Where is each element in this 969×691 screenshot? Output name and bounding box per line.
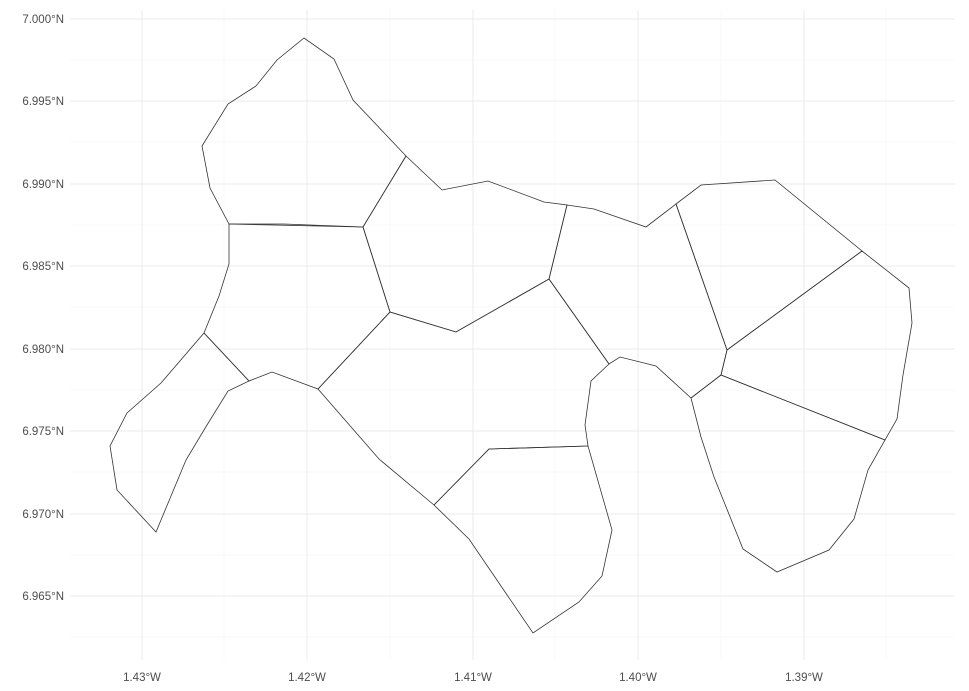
y-tick-label: 7.000°N — [22, 14, 64, 26]
y-tick-label: 6.970°N — [22, 509, 64, 521]
x-tick-label: 1.41°W — [454, 672, 492, 684]
x-tick-label: 1.40°W — [619, 672, 657, 684]
y-tick-label: 6.980°N — [22, 344, 64, 356]
polygon-cell — [201, 37, 407, 228]
polygon-cell — [203, 223, 391, 390]
x-tick-label: 1.39°W — [785, 672, 823, 684]
polygon-layer — [109, 37, 913, 634]
y-tick-label: 6.975°N — [22, 426, 64, 438]
y-tick-label: 6.990°N — [22, 179, 64, 191]
y-axis: 7.000°N 6.995°N 6.990°N 6.985°N 6.980°N … — [22, 14, 64, 603]
polygon-cell — [362, 155, 568, 333]
y-tick-label: 6.995°N — [22, 96, 64, 108]
polygon-cell — [433, 445, 613, 634]
polygon-cell — [690, 374, 886, 573]
x-tick-label: 1.43°W — [123, 672, 161, 684]
graticule — [70, 10, 955, 660]
polygon-cell — [720, 250, 913, 441]
polygon-cell — [675, 179, 863, 351]
y-tick-label: 6.985°N — [22, 261, 64, 273]
x-axis: 1.43°W 1.42°W 1.41°W 1.40°W 1.39°W — [123, 672, 823, 684]
y-tick-label: 6.965°N — [22, 591, 64, 603]
x-tick-label: 1.42°W — [288, 672, 326, 684]
polygon-cell — [109, 332, 250, 533]
polygon-cell — [317, 278, 610, 506]
